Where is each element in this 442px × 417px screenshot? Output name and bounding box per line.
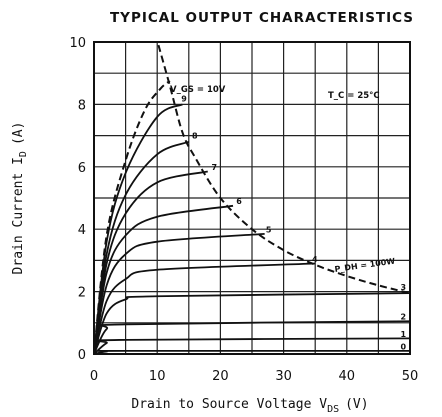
curve-labels: 9 8 7 6 5 4 3 2 1 0 xyxy=(181,94,406,351)
x-tick-labels: 0 10 20 30 40 50 xyxy=(90,369,418,384)
curve-label: 8 xyxy=(192,132,198,141)
curve-8 xyxy=(93,140,190,355)
x-axis-label-unit: (V) xyxy=(345,397,368,412)
pdh-annotation: P_DH = 100W xyxy=(334,257,396,274)
vgs-annotation: V_GS = 10V xyxy=(170,85,226,95)
x-axis-label-sub: DS xyxy=(327,404,339,415)
curve-label: 4 xyxy=(312,255,318,264)
plot-grid xyxy=(93,41,411,355)
y-tick-label: 4 xyxy=(78,223,86,238)
x-tick-label: 10 xyxy=(149,369,166,384)
curve-3 xyxy=(93,292,411,355)
curve-5 xyxy=(93,232,265,355)
curve-label: 0 xyxy=(401,342,407,351)
y-tick-label: 10 xyxy=(69,36,86,51)
x-tick-label: 50 xyxy=(402,369,419,384)
curve-power_limit xyxy=(157,44,411,295)
y-axis-label-main: Drain Current I xyxy=(11,157,26,274)
curve-2 xyxy=(93,320,411,355)
y-tick-label: 6 xyxy=(78,161,86,176)
curves xyxy=(93,44,411,355)
curve-4 xyxy=(93,262,316,355)
curve-label: 1 xyxy=(401,330,407,339)
curve-9 xyxy=(93,103,183,355)
curve-10 xyxy=(93,80,171,355)
chart-title: TYPICAL OUTPUT CHARACTERISTICS xyxy=(110,10,414,26)
tc-annotation: T_C = 25°C xyxy=(328,91,380,101)
plot-frame xyxy=(93,41,411,355)
y-axis-label-sub: D xyxy=(18,151,29,157)
curve-7 xyxy=(93,170,208,355)
y-axis-label: Drain Current ID (A) xyxy=(11,122,29,275)
x-axis-label-main: Drain to Source Voltage V xyxy=(131,397,327,412)
curve-label: 6 xyxy=(236,197,242,206)
curve-label: 3 xyxy=(401,283,407,292)
x-axis-label: Drain to Source Voltage VDS (V) xyxy=(131,397,368,415)
y-axis-label-unit: (A) xyxy=(11,122,26,145)
curve-1 xyxy=(93,337,411,355)
x-tick-label: 20 xyxy=(212,369,229,384)
curve-label: 7 xyxy=(212,163,218,172)
x-tick-label: 0 xyxy=(90,369,98,384)
curve-6 xyxy=(93,204,234,355)
y-tick-label: 2 xyxy=(78,286,86,301)
curve-0 xyxy=(93,349,411,355)
y-tick-label: 8 xyxy=(78,98,86,113)
curve-label: 5 xyxy=(266,225,272,234)
curve-label: 2 xyxy=(401,313,407,322)
y-tick-label: 0 xyxy=(78,348,86,363)
y-tick-labels: 0 2 4 6 8 10 xyxy=(69,36,86,363)
x-tick-label: 40 xyxy=(339,369,356,384)
x-tick-label: 30 xyxy=(275,369,292,384)
curve-label: 9 xyxy=(181,94,187,103)
